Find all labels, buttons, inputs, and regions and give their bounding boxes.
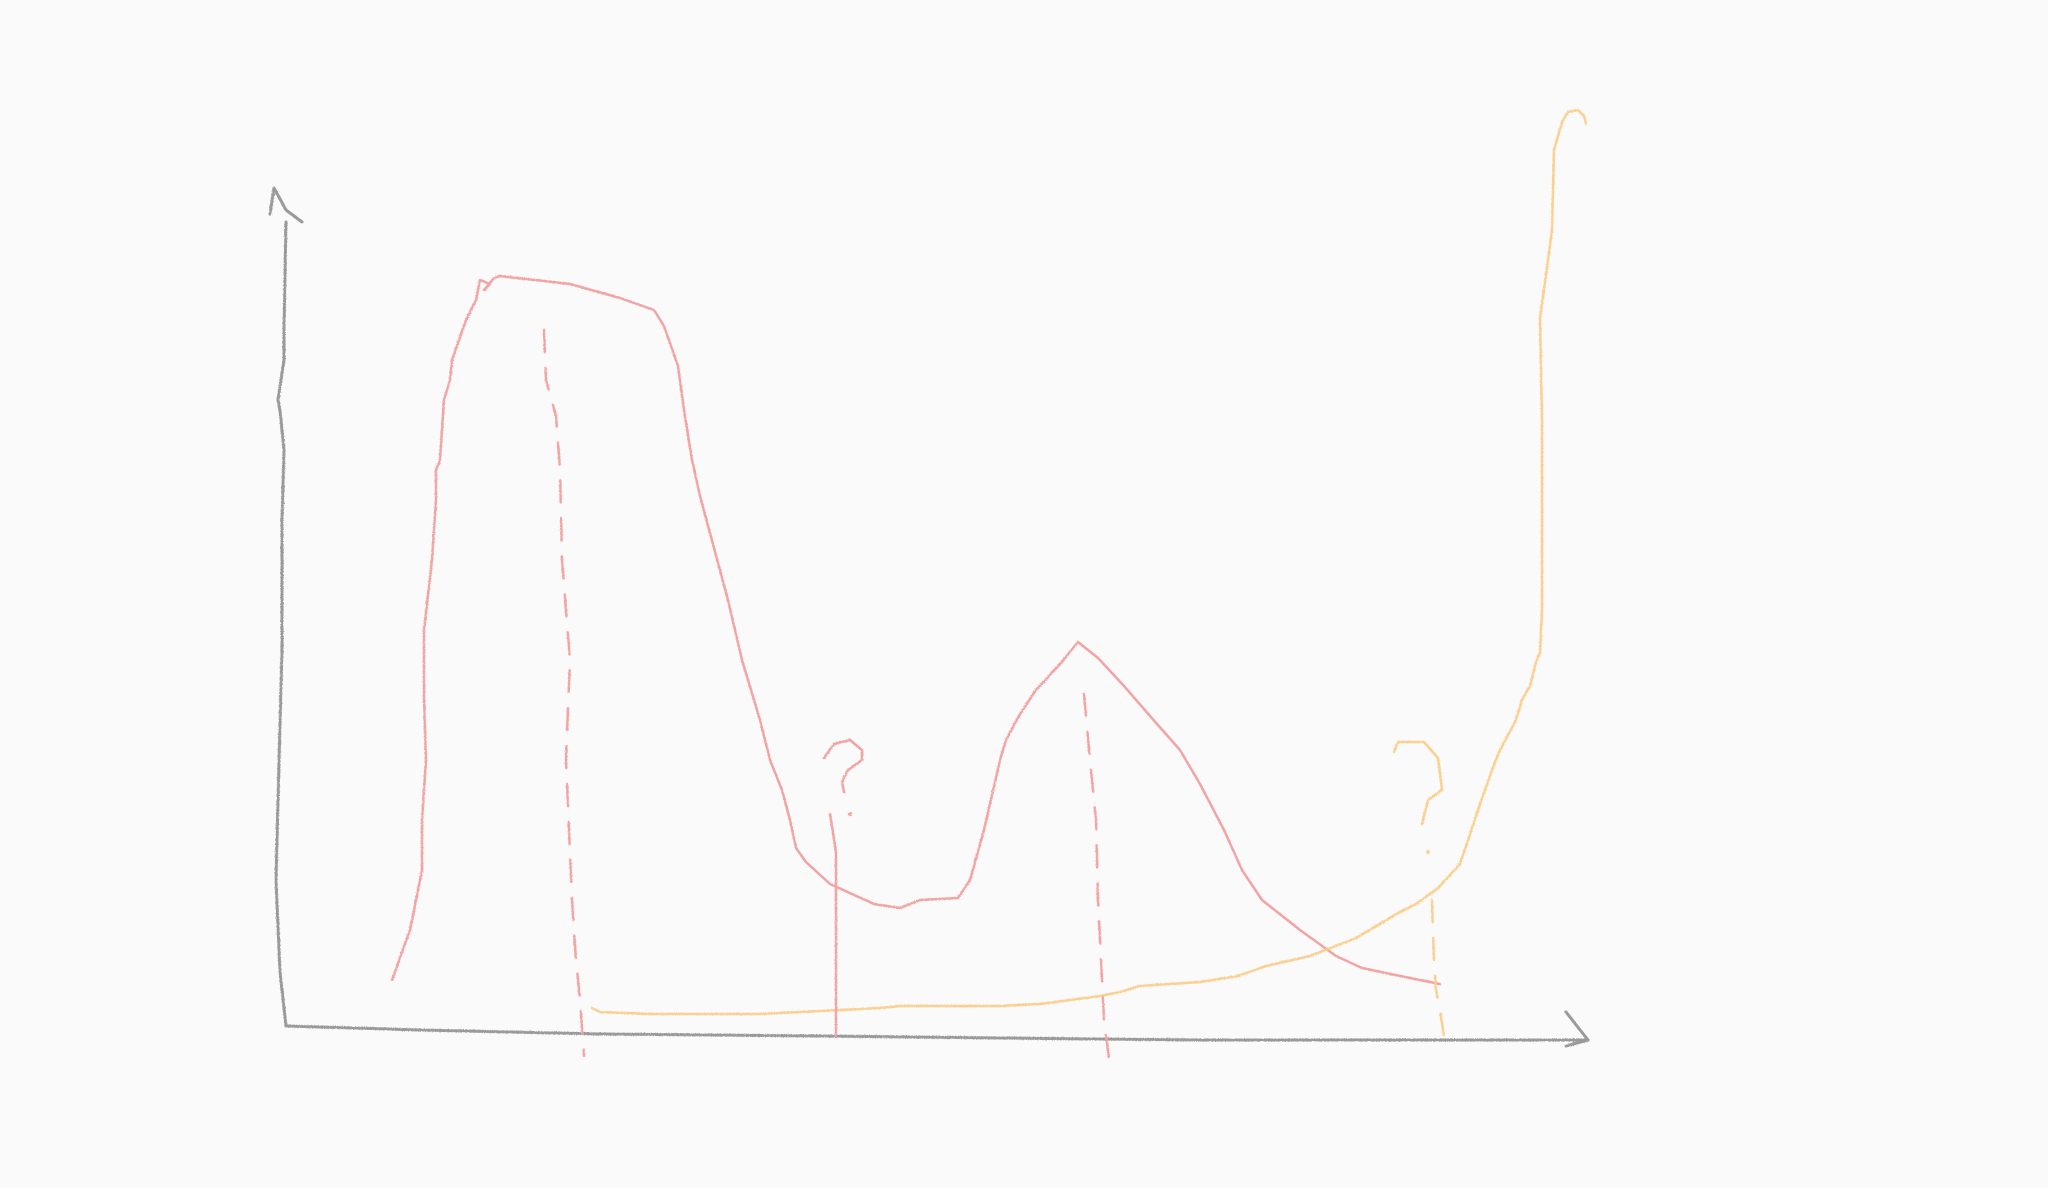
x-axis-arrowhead: [1564, 1010, 1590, 1048]
red-solid-valley: [828, 812, 838, 1038]
red-dashed-peak-2: [1082, 692, 1112, 1068]
question-mark-red-text: ?: [846, 799, 847, 801]
orange-curve: [590, 108, 1588, 1016]
x-axis: [284, 1024, 1587, 1042]
red-curve: [390, 274, 1442, 986]
orange-dashed-marker: [1430, 898, 1448, 1052]
question-mark-red: [822, 738, 864, 816]
y-axis: [274, 220, 288, 1028]
red-dashed-peak-1: [542, 328, 586, 1058]
question-mark-orange: [1392, 740, 1444, 854]
axes: [268, 186, 1590, 1048]
y-axis-arrowhead: [268, 186, 304, 224]
